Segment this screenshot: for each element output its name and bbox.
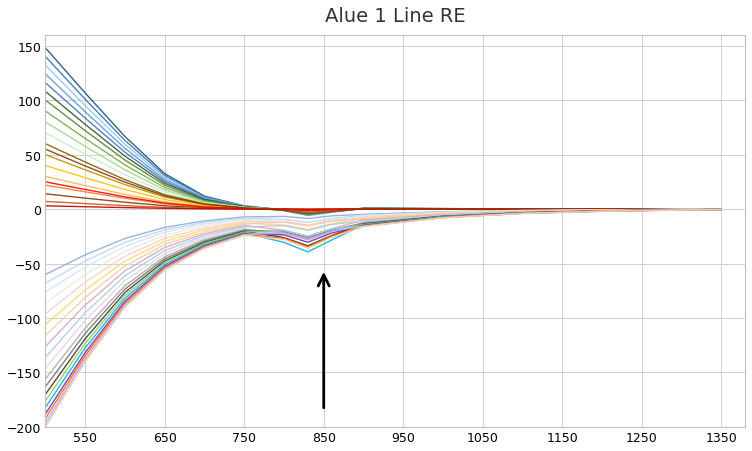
Title: Alue 1 Line RE: Alue 1 Line RE [325, 7, 465, 26]
